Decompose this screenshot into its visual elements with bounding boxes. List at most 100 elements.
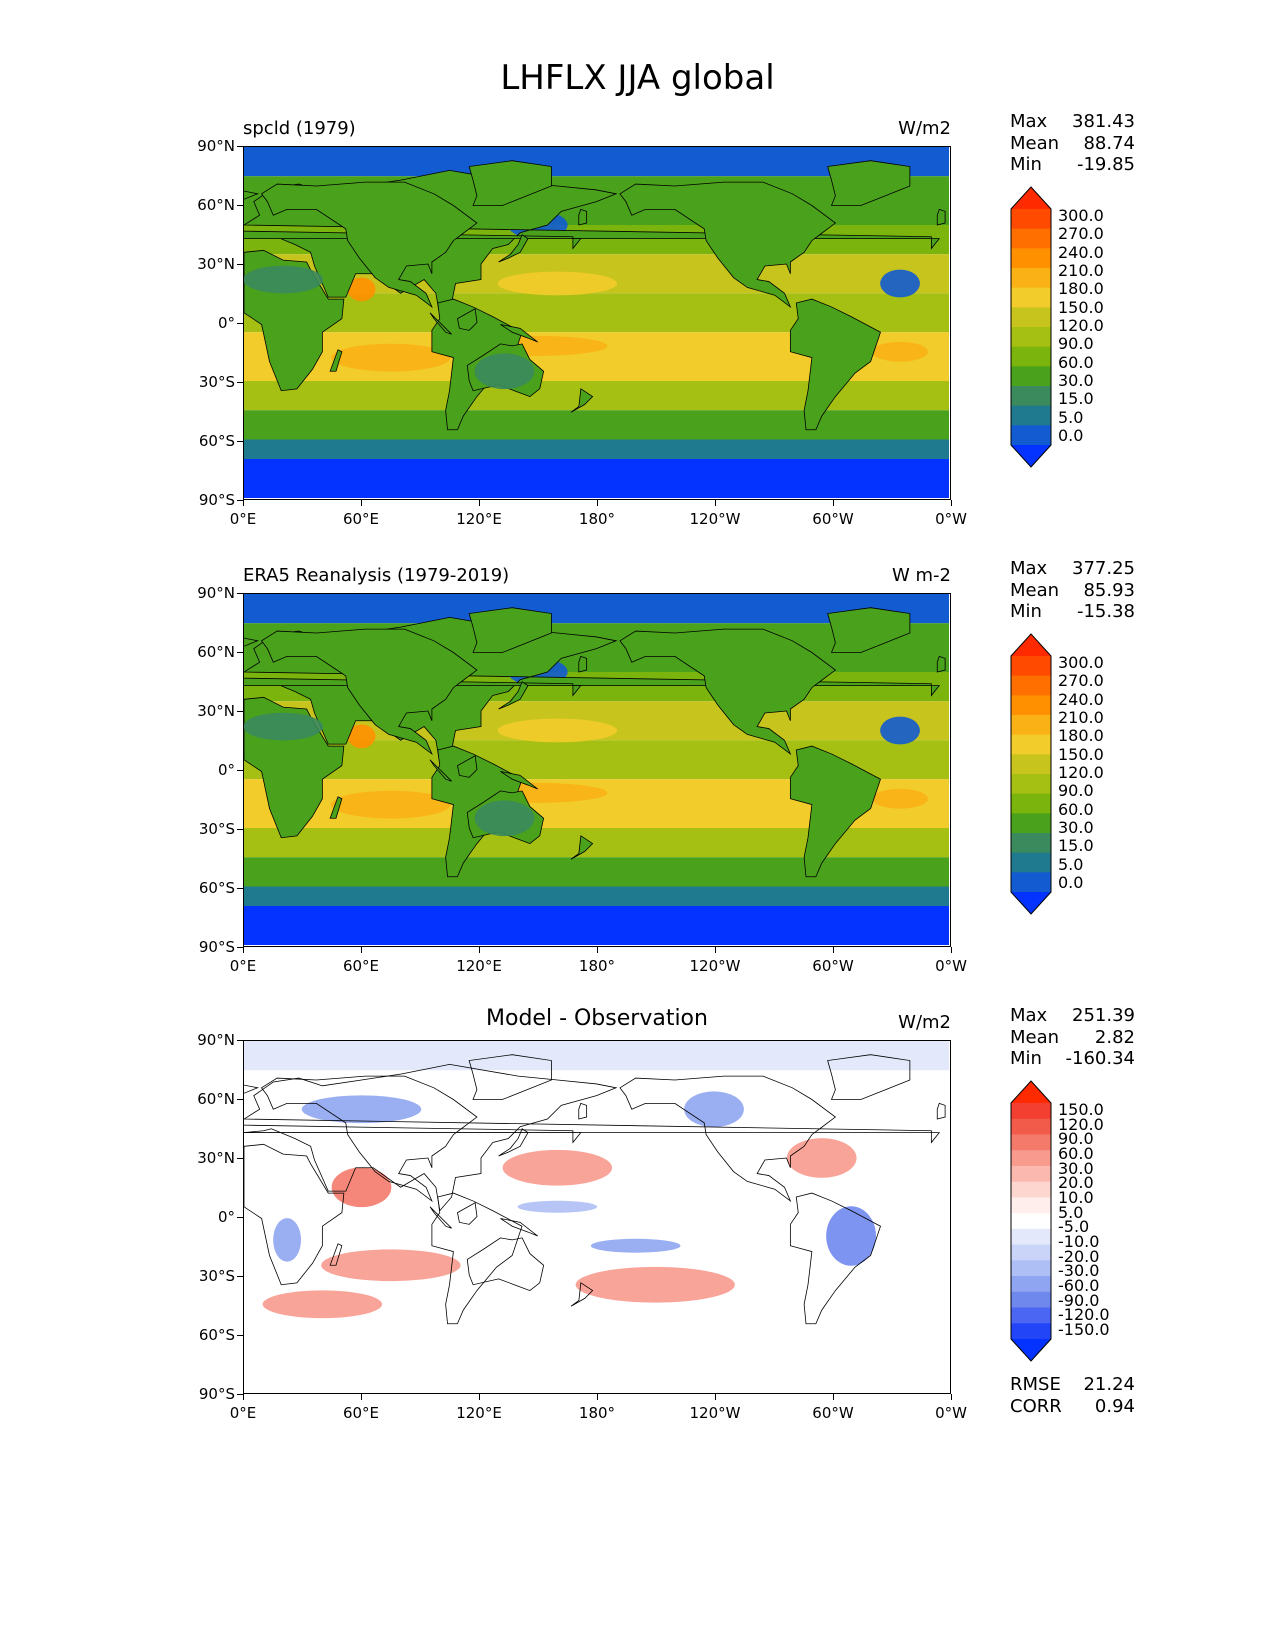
stat-label: Min [1010, 154, 1042, 175]
diff-stat-row: Min -160.34 [1010, 1048, 1135, 1070]
obs-map [243, 593, 951, 947]
model-colorbar-extend-top [1011, 187, 1051, 209]
stat-value: 85.93 [1083, 579, 1135, 601]
obs-colorbar-label: 240.0 [1058, 689, 1104, 709]
obs-coastline-na [619, 628, 837, 756]
diff-lat-label: 90°N [197, 1031, 235, 1049]
diff-coastline-sa [789, 1192, 881, 1325]
diff-coastline-newzealand [570, 1282, 594, 1307]
obs-lon-label: 120°E [456, 957, 502, 975]
figure-title: LHFLX JJA global [500, 58, 775, 98]
stat-value: 251.39 [1072, 1005, 1135, 1026]
model-lat-label: 90°N [197, 137, 235, 155]
obs-lat-tick [237, 652, 243, 653]
diff-lat-tick [237, 1217, 243, 1218]
diff-lon-label: 0°E [229, 1404, 257, 1422]
obs-coastline-newguinea [500, 771, 538, 790]
obs-field-satl [872, 788, 928, 809]
model-colorbar-bin [1011, 287, 1051, 308]
diff-lon-tick [715, 1394, 716, 1400]
model-coastline-na [260, 181, 478, 309]
diff-lat-label: 0° [217, 1208, 235, 1226]
obs-colorbar-bin [1011, 813, 1051, 834]
model-colorbar-extend-bottom [1011, 445, 1051, 467]
diff-colorbar-label: -5.0 [1058, 1217, 1090, 1237]
model-band [244, 410, 949, 440]
model-colorbar-bin [1011, 248, 1051, 269]
diff-coastline-na [260, 1075, 478, 1203]
obs-band [244, 857, 949, 887]
obs-coastline-madagascar [329, 796, 343, 819]
model-field-arabian [347, 277, 376, 302]
diff-units-label: W/m2 [898, 1012, 951, 1033]
stat-label: Max [1010, 111, 1048, 132]
obs-lat-tick [237, 593, 243, 594]
diff-stat-row: Max 251.39 [1010, 1005, 1135, 1027]
obs-map-svg [244, 594, 949, 945]
diff-colorbar-bin [1011, 1134, 1051, 1151]
diff-colorbar-bin [1011, 1323, 1051, 1340]
model-colorbar-label: 90.0 [1058, 334, 1094, 354]
obs-lat-tick [237, 829, 243, 830]
model-coastline-borneo [457, 308, 478, 331]
diff-diff-itcz [517, 1200, 598, 1213]
obs-lat-label: 0° [217, 761, 235, 779]
model-lon-tick [597, 500, 598, 506]
model-colorbar-bin [1011, 425, 1051, 446]
diff-extra-stat-row: CORR 0.94 [1010, 1396, 1135, 1418]
model-colorbar-label: 30.0 [1058, 371, 1094, 390]
model-lat-tick [237, 264, 243, 265]
diff-diff-gulf [786, 1138, 857, 1178]
model-lon-tick [951, 500, 952, 506]
obs-lat-label: 90°S [198, 938, 235, 956]
obs-colorbar-extend-top [1011, 634, 1051, 656]
model-band [244, 439, 949, 459]
model-band [244, 459, 949, 498]
diff-coastline-japan [498, 1128, 529, 1157]
diff-diff-canada [684, 1091, 744, 1128]
diff-lat-tick [237, 1099, 243, 1100]
model-coastline-newzealand [570, 388, 594, 413]
obs-colorbar-label: 300.0 [1058, 653, 1104, 672]
obs-field-sahara [244, 712, 323, 741]
diff-lat-tick [237, 1335, 243, 1336]
obs-colorbar-bin [1011, 852, 1051, 873]
obs-colorbar-label: 210.0 [1058, 708, 1104, 727]
obs-coastline-uk [936, 655, 946, 673]
diff-colorbar-bin [1011, 1228, 1051, 1246]
diff-lon-tick [597, 1394, 598, 1400]
model-panel-title: spcld (1979) [243, 118, 356, 139]
model-lon-label: 120°E [456, 510, 502, 528]
obs-coastline-japan [498, 681, 529, 710]
diff-colorbar-label: 120.0 [1058, 1114, 1104, 1134]
obs-colorbar-bin [1011, 833, 1051, 854]
diff-colorbar-extend-bottom [1011, 1339, 1051, 1361]
diff-lat-label: 60°N [197, 1090, 235, 1108]
model-colorbar-label: 5.0 [1058, 407, 1084, 427]
obs-colorbar-label: 120.0 [1058, 763, 1104, 782]
obs-colorbar-label: 60.0 [1058, 799, 1094, 819]
obs-lat-label: 90°N [197, 584, 235, 602]
model-stat-row: Mean 88.74 [1010, 133, 1135, 155]
diff-diff-npac [502, 1149, 613, 1186]
model-lon-tick [361, 500, 362, 506]
stat-value: 2.82 [1094, 1026, 1135, 1048]
model-lon-label: 180° [578, 510, 616, 528]
diff-map-svg [244, 1041, 949, 1392]
model-lon-label: 120°W [689, 510, 741, 528]
model-map-svg [244, 147, 949, 498]
diff-lat-label: 30°S [198, 1267, 235, 1285]
model-colorbar-bin [1011, 228, 1051, 249]
obs-lon-tick [715, 947, 716, 953]
model-lon-tick [833, 500, 834, 506]
stat-value: -160.34 [1065, 1048, 1135, 1069]
diff-colorbar-label: -150.0 [1058, 1320, 1110, 1339]
obs-coastline-sumatra [429, 759, 452, 782]
obs-colorbar-label: 270.0 [1058, 671, 1104, 691]
diff-diff-southern [262, 1290, 383, 1319]
stat-label: Min [1010, 1048, 1042, 1069]
model-field-sahara [244, 265, 323, 294]
model-colorbar-bin [1011, 386, 1051, 407]
diff-diff-siberia [301, 1095, 422, 1124]
obs-stat-row: Mean 85.93 [1010, 580, 1135, 602]
